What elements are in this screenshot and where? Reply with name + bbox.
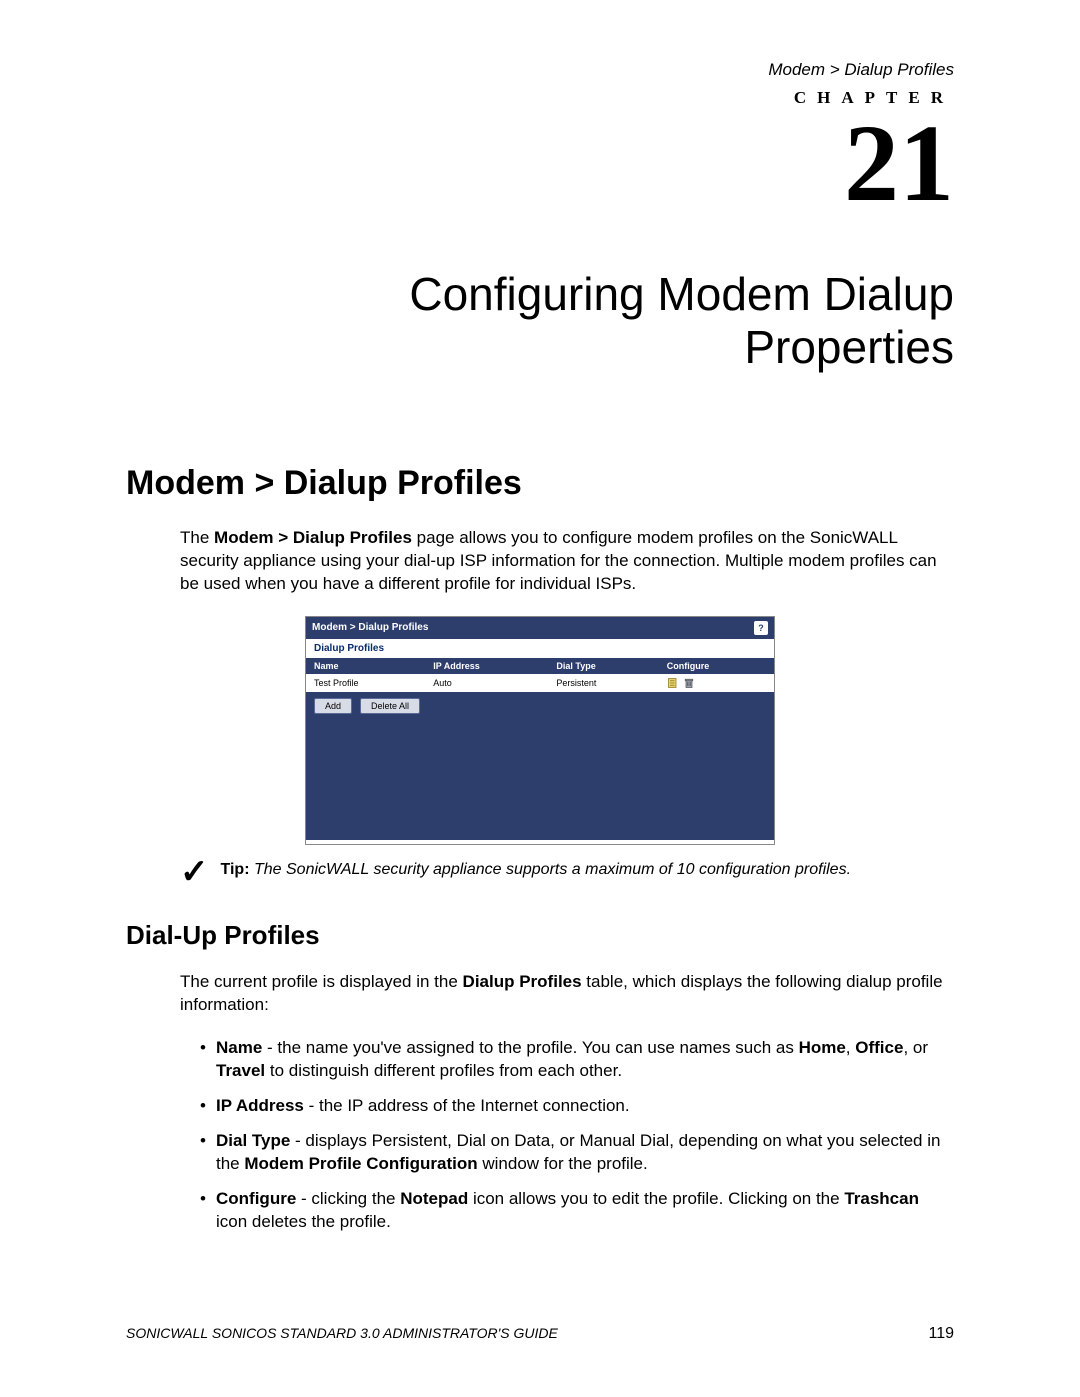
chapter-title-line1: Configuring Modem Dialup <box>409 268 954 320</box>
col-configure: Configure <box>659 658 774 674</box>
table-row: Test Profile Auto Persistent <box>306 674 774 692</box>
b4-trash: Trashcan <box>844 1189 919 1208</box>
screenshot-title: Modem > Dialup Profiles <box>312 622 428 633</box>
b1-label: Name <box>216 1038 262 1057</box>
screenshot-button-row: Add Delete All <box>306 692 774 720</box>
list-item: IP Address - the IP address of the Inter… <box>200 1095 954 1118</box>
col-dialtype: Dial Type <box>548 658 658 674</box>
b3-tail: window for the profile. <box>478 1154 648 1173</box>
ui-screenshot: Modem > Dialup Profiles ? Dialup Profile… <box>305 616 775 845</box>
b1-office: Office <box>855 1038 903 1057</box>
bullet-list: Name - the name you've assigned to the p… <box>180 1037 954 1234</box>
b1-home: Home <box>799 1038 846 1057</box>
col-name: Name <box>306 658 425 674</box>
b2-label: IP Address <box>216 1096 304 1115</box>
help-icon[interactable]: ? <box>754 621 768 635</box>
screenshot-titlebar: Modem > Dialup Profiles ? <box>306 617 774 639</box>
add-button[interactable]: Add <box>314 698 352 714</box>
b4-note: Notepad <box>400 1189 468 1208</box>
tip-text: Tip: The SonicWALL security appliance su… <box>221 861 852 879</box>
b3-win: Modem Profile Configuration <box>244 1154 477 1173</box>
footer-page-number: 119 <box>928 1325 954 1343</box>
trashcan-icon[interactable] <box>683 677 695 689</box>
screenshot-container: Modem > Dialup Profiles ? Dialup Profile… <box>126 616 954 845</box>
intro-pre: The <box>180 528 214 547</box>
checkmark-icon: ✓ <box>180 861 209 885</box>
tip-body: The SonicWALL security appliance support… <box>250 861 852 878</box>
chapter-title-line2: Properties <box>744 321 954 373</box>
b4-mid2: icon allows you to edit the profile. Cli… <box>468 1189 844 1208</box>
list-item: Dial Type - displays Persistent, Dial on… <box>200 1130 954 1176</box>
b1-tail: to distinguish different profiles from e… <box>265 1061 622 1080</box>
tip-label: Tip: <box>221 861 250 878</box>
footer-guide: SONICWALL SONICOS STANDARD 3.0 ADMINISTR… <box>126 1325 558 1341</box>
subsection-heading: Dial-Up Profiles <box>126 920 954 951</box>
b3-label: Dial Type <box>216 1131 290 1150</box>
para2-pre: The current profile is displayed in the <box>180 972 463 991</box>
intro-paragraph: The Modem > Dialup Profiles page allows … <box>180 527 954 596</box>
para2-bold: Dialup Profiles <box>463 972 582 991</box>
tip-row: ✓ Tip: The SonicWALL security appliance … <box>180 861 954 885</box>
delete-all-button[interactable]: Delete All <box>360 698 420 714</box>
b1-travel: Travel <box>216 1061 265 1080</box>
b4-label: Configure <box>216 1189 296 1208</box>
notepad-icon[interactable] <box>667 677 679 689</box>
b1-sep2: , or <box>903 1038 928 1057</box>
table-header-row: Name IP Address Dial Type Configure <box>306 658 774 674</box>
chapter-title: Configuring Modem Dialup Properties <box>126 268 954 374</box>
b4-mid: - clicking the <box>296 1189 400 1208</box>
list-item: Configure - clicking the Notepad icon al… <box>200 1188 954 1234</box>
cell-dial: Persistent <box>548 674 658 692</box>
header-breadcrumb: Modem > Dialup Profiles <box>126 60 954 80</box>
screenshot-fill <box>306 720 774 840</box>
b2-tail: - the IP address of the Internet connect… <box>304 1096 630 1115</box>
page-footer: SONICWALL SONICOS STANDARD 3.0 ADMINISTR… <box>126 1325 954 1343</box>
cell-name: Test Profile <box>306 674 425 692</box>
document-page: Modem > Dialup Profiles CHAPTER 21 Confi… <box>0 0 1080 1397</box>
col-ip: IP Address <box>425 658 548 674</box>
b1-sep1: , <box>846 1038 855 1057</box>
profiles-table: Name IP Address Dial Type Configure Test… <box>306 658 774 692</box>
chapter-label: CHAPTER <box>126 88 954 108</box>
screenshot-subhead: Dialup Profiles <box>306 639 774 658</box>
section-heading: Modem > Dialup Profiles <box>126 464 954 503</box>
screenshot-bottom <box>306 840 774 844</box>
intro-bold: Modem > Dialup Profiles <box>214 528 412 547</box>
chapter-number: 21 <box>126 108 954 218</box>
list-item: Name - the name you've assigned to the p… <box>200 1037 954 1083</box>
para-current-profile: The current profile is displayed in the … <box>180 971 954 1017</box>
b1-mid: - the name you've assigned to the profil… <box>262 1038 798 1057</box>
cell-ip: Auto <box>425 674 548 692</box>
cell-configure <box>659 674 774 692</box>
b4-tail: icon deletes the profile. <box>216 1212 391 1231</box>
